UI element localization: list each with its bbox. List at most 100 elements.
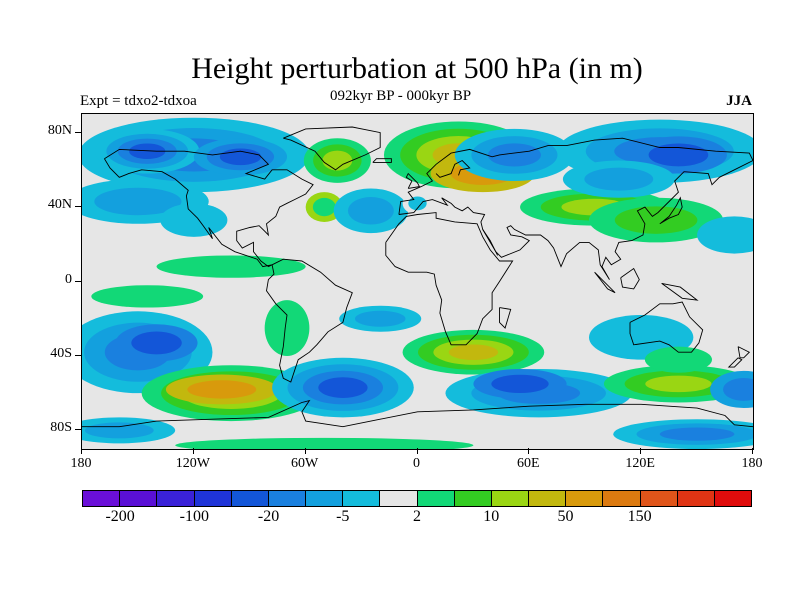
contour-region — [614, 206, 698, 234]
contour-region — [645, 375, 712, 393]
colorbar-swatch — [417, 491, 455, 506]
contour-region — [175, 437, 474, 449]
coastlines-layer — [82, 126, 753, 428]
contour-region — [160, 203, 228, 237]
contour-region — [264, 300, 310, 356]
colorbar-swatch — [529, 491, 567, 506]
y-tick-mark — [75, 280, 81, 282]
y-tick-label: 40N — [47, 197, 72, 213]
y-tick-label: 0 — [65, 271, 72, 287]
colorbar-swatch — [380, 491, 418, 506]
coastline — [727, 357, 743, 368]
colorbar-swatch — [677, 491, 715, 506]
coastline — [405, 172, 421, 189]
colorbar-swatch — [640, 491, 678, 506]
colorbar-label: -100 — [179, 508, 209, 525]
x-tick-label: 180 — [741, 456, 763, 471]
coastline — [629, 301, 704, 353]
contour-region — [354, 310, 406, 327]
contour-region — [84, 422, 154, 439]
coastline — [398, 137, 753, 280]
x-tick-mark — [304, 448, 306, 454]
contour-region — [312, 197, 336, 217]
contour-region — [318, 377, 368, 398]
coastline — [594, 271, 616, 294]
colorbar-label: 10 — [483, 508, 500, 525]
map-svg — [82, 114, 753, 449]
coastline — [661, 282, 699, 301]
season-label: JJA — [726, 93, 752, 109]
coastline — [659, 196, 683, 225]
colorbar-swatch — [157, 491, 195, 506]
colorbar-label: -5 — [336, 508, 350, 525]
x-tick-mark — [640, 448, 642, 454]
contour-region — [322, 150, 353, 171]
x-tick-mark — [81, 448, 82, 454]
coastline — [82, 399, 753, 428]
contour-region — [129, 143, 166, 159]
colorbar-swatch — [566, 491, 604, 506]
contour-region — [187, 380, 257, 399]
coastline — [499, 307, 512, 329]
height-field-layer — [82, 117, 753, 449]
x-tick-mark — [192, 448, 194, 454]
colorbar-swatch — [454, 491, 492, 506]
y-tick-label: 80S — [50, 420, 72, 436]
colorbar-swatch — [714, 491, 752, 506]
colorbar-swatch — [268, 491, 307, 506]
experiment-label: Expt = tdxo2-tdxoa — [80, 93, 197, 109]
colorbar-label: 150 — [627, 508, 652, 525]
map-plot — [81, 113, 754, 450]
contour-region — [491, 374, 549, 394]
colorbar-swatch — [491, 491, 530, 506]
coastline — [737, 346, 751, 359]
y-tick-mark — [75, 429, 81, 431]
colorbar-swatch — [603, 491, 641, 506]
contour-region — [94, 187, 182, 216]
colorbar-swatch — [306, 491, 344, 506]
coastline — [435, 159, 471, 178]
x-tick-label: 180 — [70, 456, 92, 471]
x-tick-label: 60E — [517, 456, 540, 471]
y-tick-label: 40S — [50, 345, 72, 361]
coastline — [266, 258, 353, 383]
y-tick-mark — [75, 206, 81, 208]
x-tick-label: 120W — [175, 456, 210, 471]
colorbar-swatch — [231, 491, 269, 506]
colorbar-label: -200 — [105, 508, 135, 525]
coastline — [372, 158, 392, 163]
contour-region — [659, 427, 735, 441]
colorbar-label: 50 — [557, 508, 574, 525]
contour-region — [487, 143, 541, 167]
x-tick-label: 60W — [291, 456, 319, 471]
x-tick-label: 0 — [413, 456, 420, 471]
contour-region — [156, 255, 306, 278]
colorbar — [82, 490, 752, 507]
coastline — [620, 267, 640, 290]
contour-region — [697, 216, 753, 254]
x-tick-mark — [528, 448, 530, 454]
chart-title: Height perturbation at 500 hPa (in m) — [191, 52, 643, 85]
colorbar-swatch — [343, 491, 381, 506]
colorbar-label: -20 — [257, 508, 280, 525]
y-tick-label: 80N — [47, 122, 72, 138]
contour-region — [723, 377, 753, 401]
colorbar-swatch — [83, 491, 121, 506]
colorbar-swatch — [194, 491, 232, 506]
coastline — [385, 212, 514, 346]
colorbar-swatch — [120, 491, 158, 506]
coastline — [283, 126, 381, 171]
y-tick-mark — [75, 354, 81, 356]
contour-region — [91, 285, 204, 308]
colorbar-label: 2 — [413, 508, 421, 525]
x-tick-label: 120E — [625, 456, 655, 471]
contour-region — [131, 331, 182, 355]
y-tick-mark — [75, 131, 81, 133]
contour-region — [448, 344, 499, 360]
coastline — [104, 148, 314, 268]
contour-region — [347, 197, 394, 225]
chart-subtitle: 092kyr BP - 000kyr BP — [330, 88, 472, 104]
coastline — [482, 229, 499, 256]
x-tick-mark — [752, 448, 753, 454]
contour-region — [644, 346, 712, 373]
